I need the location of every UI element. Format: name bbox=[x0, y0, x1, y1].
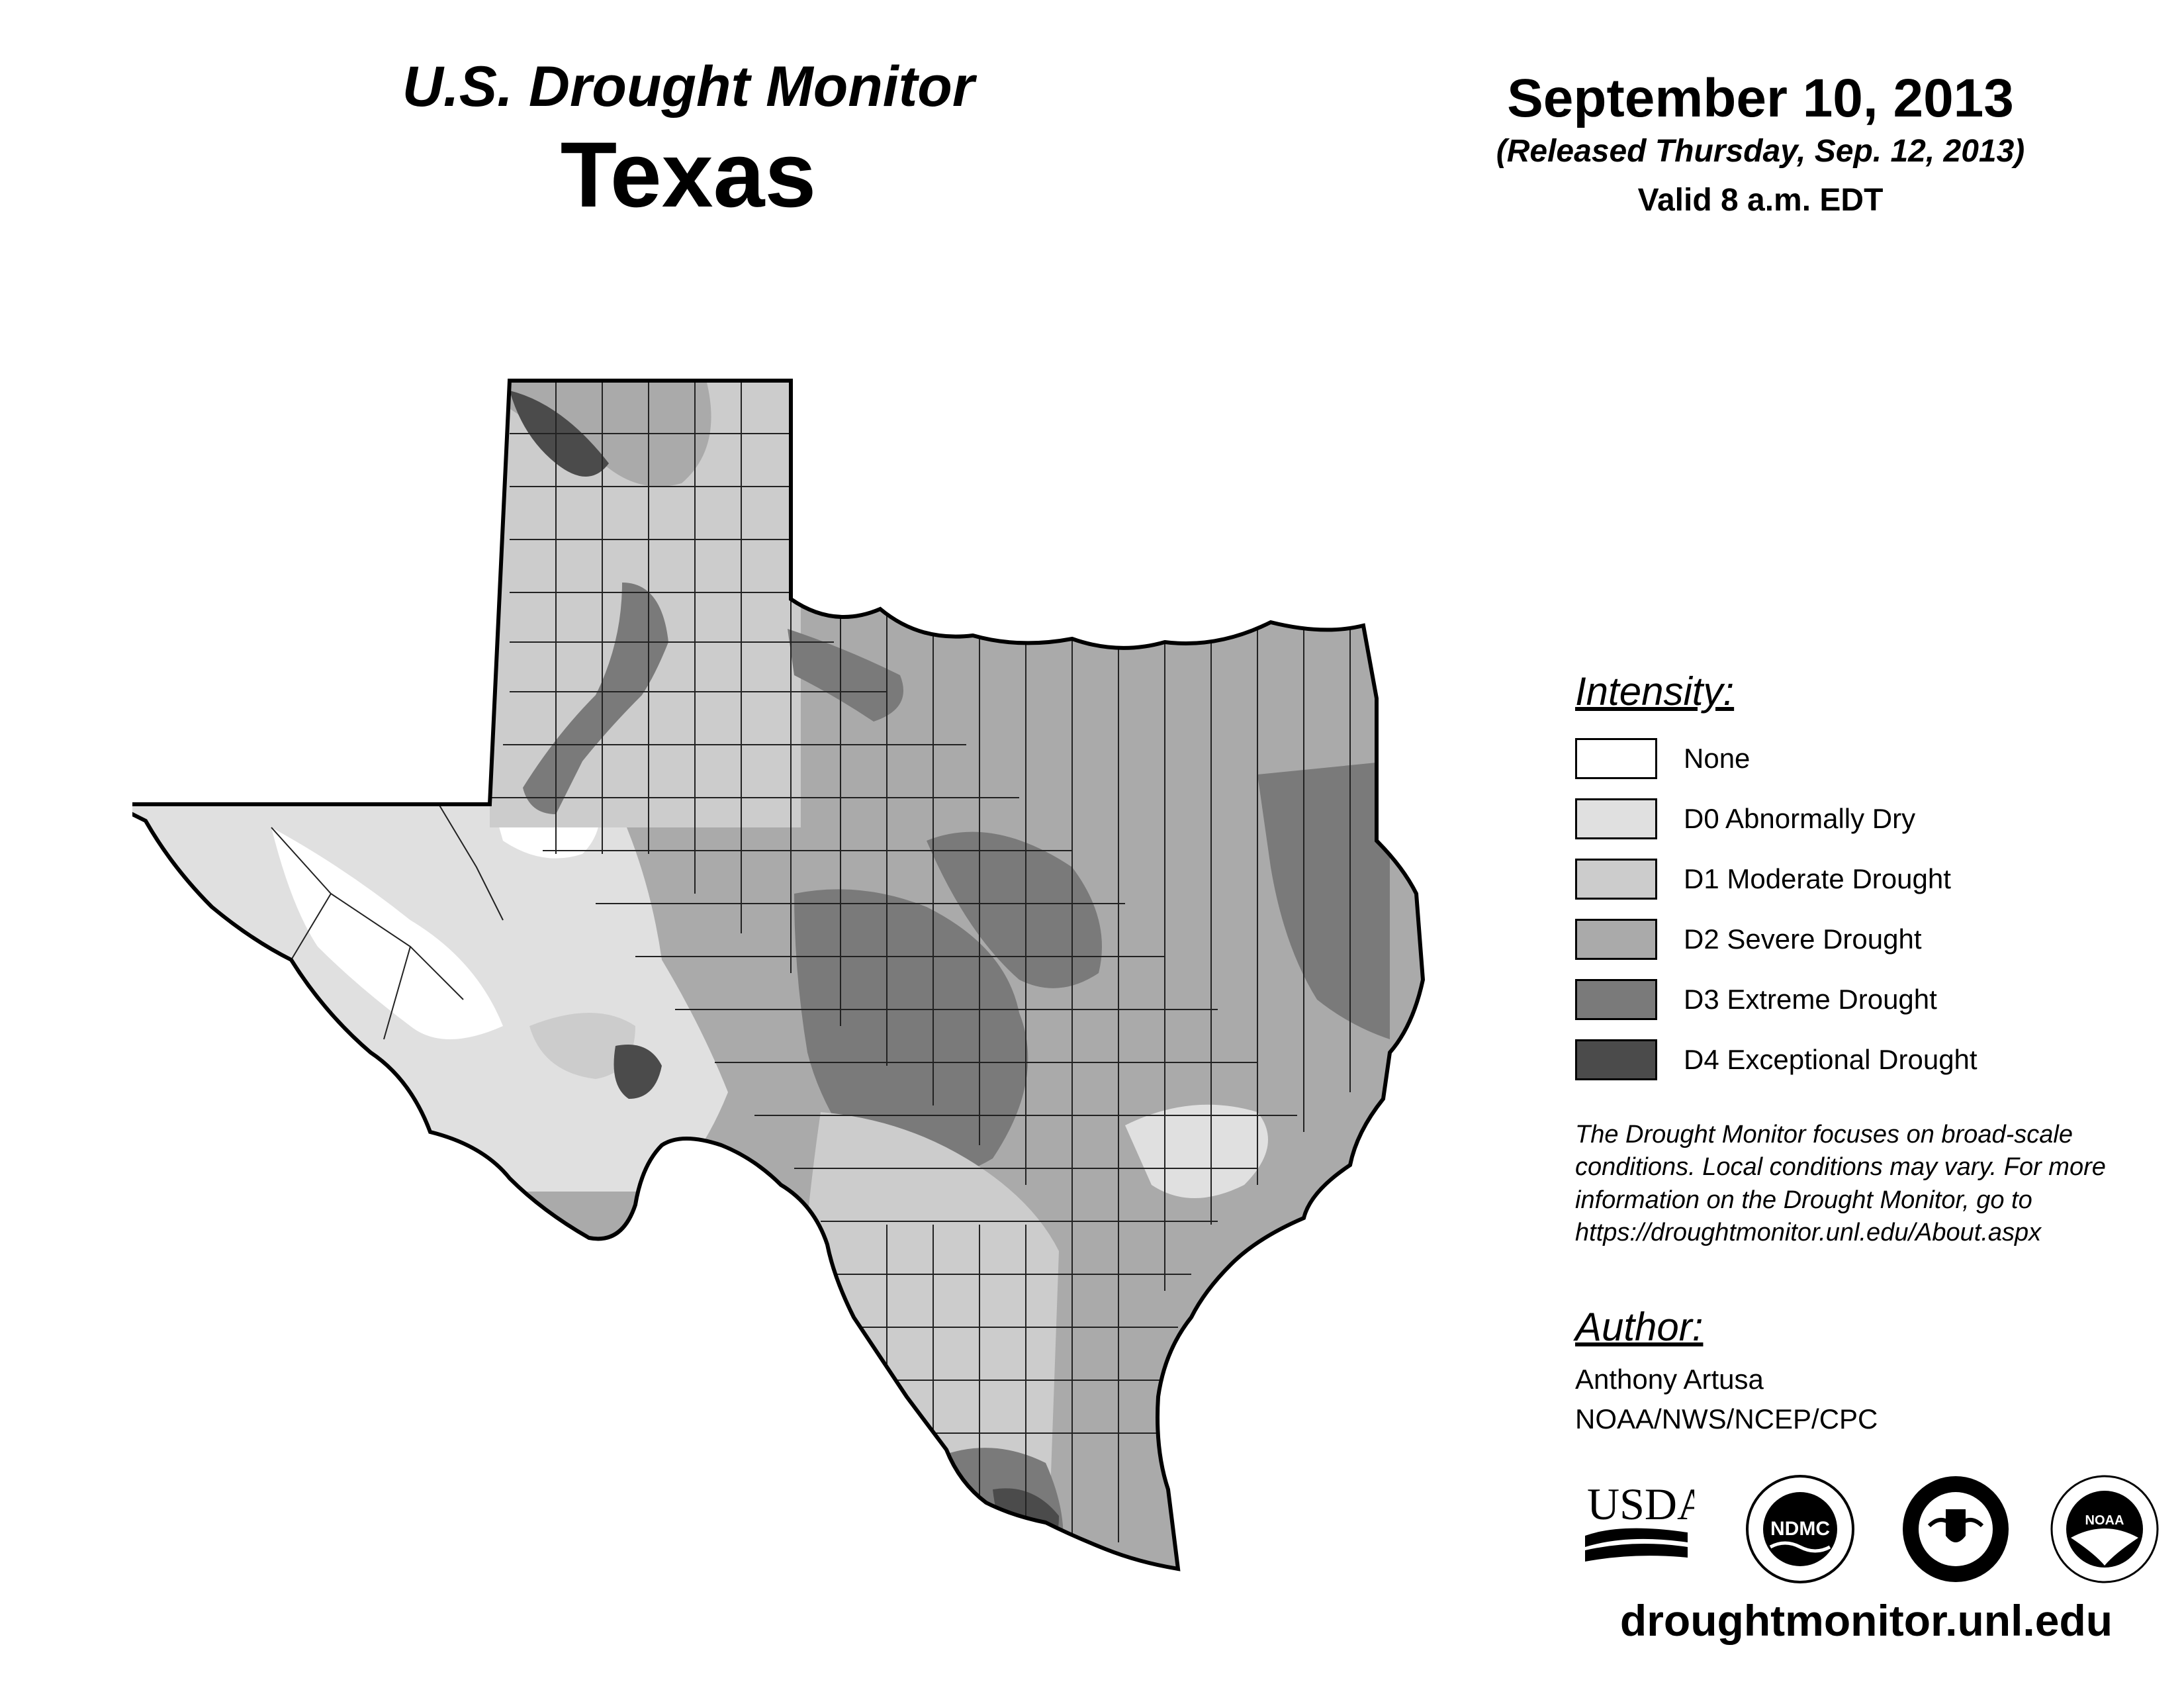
legend-item-none: None bbox=[1575, 733, 2158, 784]
ndmc-logo: NDMC bbox=[1746, 1475, 1854, 1583]
texas-outline bbox=[132, 379, 1426, 1571]
usda-logo-text: USDA bbox=[1587, 1479, 1694, 1529]
map-title: U.S. Drought Monitor bbox=[402, 55, 975, 118]
map-svg bbox=[132, 379, 1426, 1571]
county-grid bbox=[271, 381, 1351, 1569]
agency-logos: USDA NDMC NOAA bbox=[1582, 1473, 2164, 1592]
title-block: U.S. Drought Monitor Texas bbox=[371, 53, 1006, 228]
ndmc-wave-icon bbox=[1769, 1541, 1831, 1553]
zone-east-border bbox=[1257, 761, 1390, 1039]
county-lines-vertical bbox=[555, 381, 1351, 1569]
legend-swatch-d0 bbox=[1575, 798, 1657, 839]
legend-item-d3: D3 Extreme Drought bbox=[1575, 974, 2158, 1025]
legend-label-d4: D4 Exceptional Drought bbox=[1684, 1044, 1978, 1075]
date-block: September 10, 2013 (Released Thursday, S… bbox=[1430, 66, 2091, 224]
legend-label-d2: D2 Severe Drought bbox=[1684, 923, 1922, 955]
legend-swatch-d4 bbox=[1575, 1039, 1657, 1080]
legend-label-d3: D3 Extreme Drought bbox=[1684, 984, 1937, 1015]
author-heading: Author: bbox=[1575, 1305, 1704, 1349]
zone-trans-pecos bbox=[271, 827, 503, 1039]
legend-label-d0: D0 Abnormally Dry bbox=[1684, 803, 1916, 834]
zone-central-corridor-north bbox=[927, 831, 1102, 988]
valid-time: Valid 8 a.m. EDT bbox=[1637, 182, 1884, 218]
author-organization: NOAA/NWS/NCEP/CPC bbox=[1575, 1403, 1878, 1434]
zone-red-river bbox=[788, 629, 903, 722]
usda-wave-icon-2 bbox=[1585, 1544, 1688, 1562]
noaa-logo-text: NOAA bbox=[2085, 1513, 2124, 1528]
legend-label-d1: D1 Moderate Drought bbox=[1684, 863, 1951, 894]
legend-swatch-d3 bbox=[1575, 979, 1657, 1020]
noaa-bird-icon bbox=[2071, 1528, 2138, 1566]
zone-edwards bbox=[529, 1013, 635, 1079]
usda-logo: USDA bbox=[1585, 1479, 1694, 1562]
zone-panhandle-north bbox=[503, 381, 711, 487]
zone-panhandle-strip bbox=[523, 583, 668, 814]
legend-label-none: None bbox=[1684, 743, 1751, 774]
texas-drought-map bbox=[132, 364, 1456, 1622]
zone-central-corridor bbox=[794, 889, 1028, 1178]
legend-item-d1: D1 Moderate Drought bbox=[1575, 853, 2158, 905]
legend: Intensity: None D0 Abnormally Dry D1 Mod… bbox=[1575, 669, 2158, 1094]
legend-title: Intensity: bbox=[1575, 669, 1735, 714]
commerce-seal-icon bbox=[1903, 1476, 2009, 1582]
ndmc-logo-text: NDMC bbox=[1770, 1518, 1830, 1540]
noaa-logo: NOAA bbox=[2050, 1475, 2159, 1583]
map-date: September 10, 2013 bbox=[1507, 68, 2014, 128]
zone-coast bbox=[1125, 1104, 1268, 1198]
drought-note: The Drought Monitor focuses on broad-sca… bbox=[1575, 1121, 2106, 1247]
county-lines-west bbox=[271, 800, 504, 1040]
legend-swatch-d2 bbox=[1575, 919, 1657, 960]
legend-swatch-d1 bbox=[1575, 859, 1657, 900]
zone-edwards-spot bbox=[614, 1045, 662, 1099]
author-name: Anthony Artusa bbox=[1575, 1364, 1764, 1395]
release-date: (Released Thursday, Sep. 12, 2013) bbox=[1496, 134, 2025, 169]
legend-swatch-none bbox=[1575, 738, 1657, 779]
state-title: Texas bbox=[560, 122, 817, 227]
legend-item-d4: D4 Exceptional Drought bbox=[1575, 1034, 2158, 1086]
website-url[interactable]: droughtmonitor.unl.edu bbox=[1619, 1596, 2113, 1645]
usda-wave-icon bbox=[1585, 1528, 1688, 1547]
legend-item-d0: D0 Abnormally Dry bbox=[1575, 793, 2158, 845]
legend-item-d2: D2 Severe Drought bbox=[1575, 914, 2158, 965]
